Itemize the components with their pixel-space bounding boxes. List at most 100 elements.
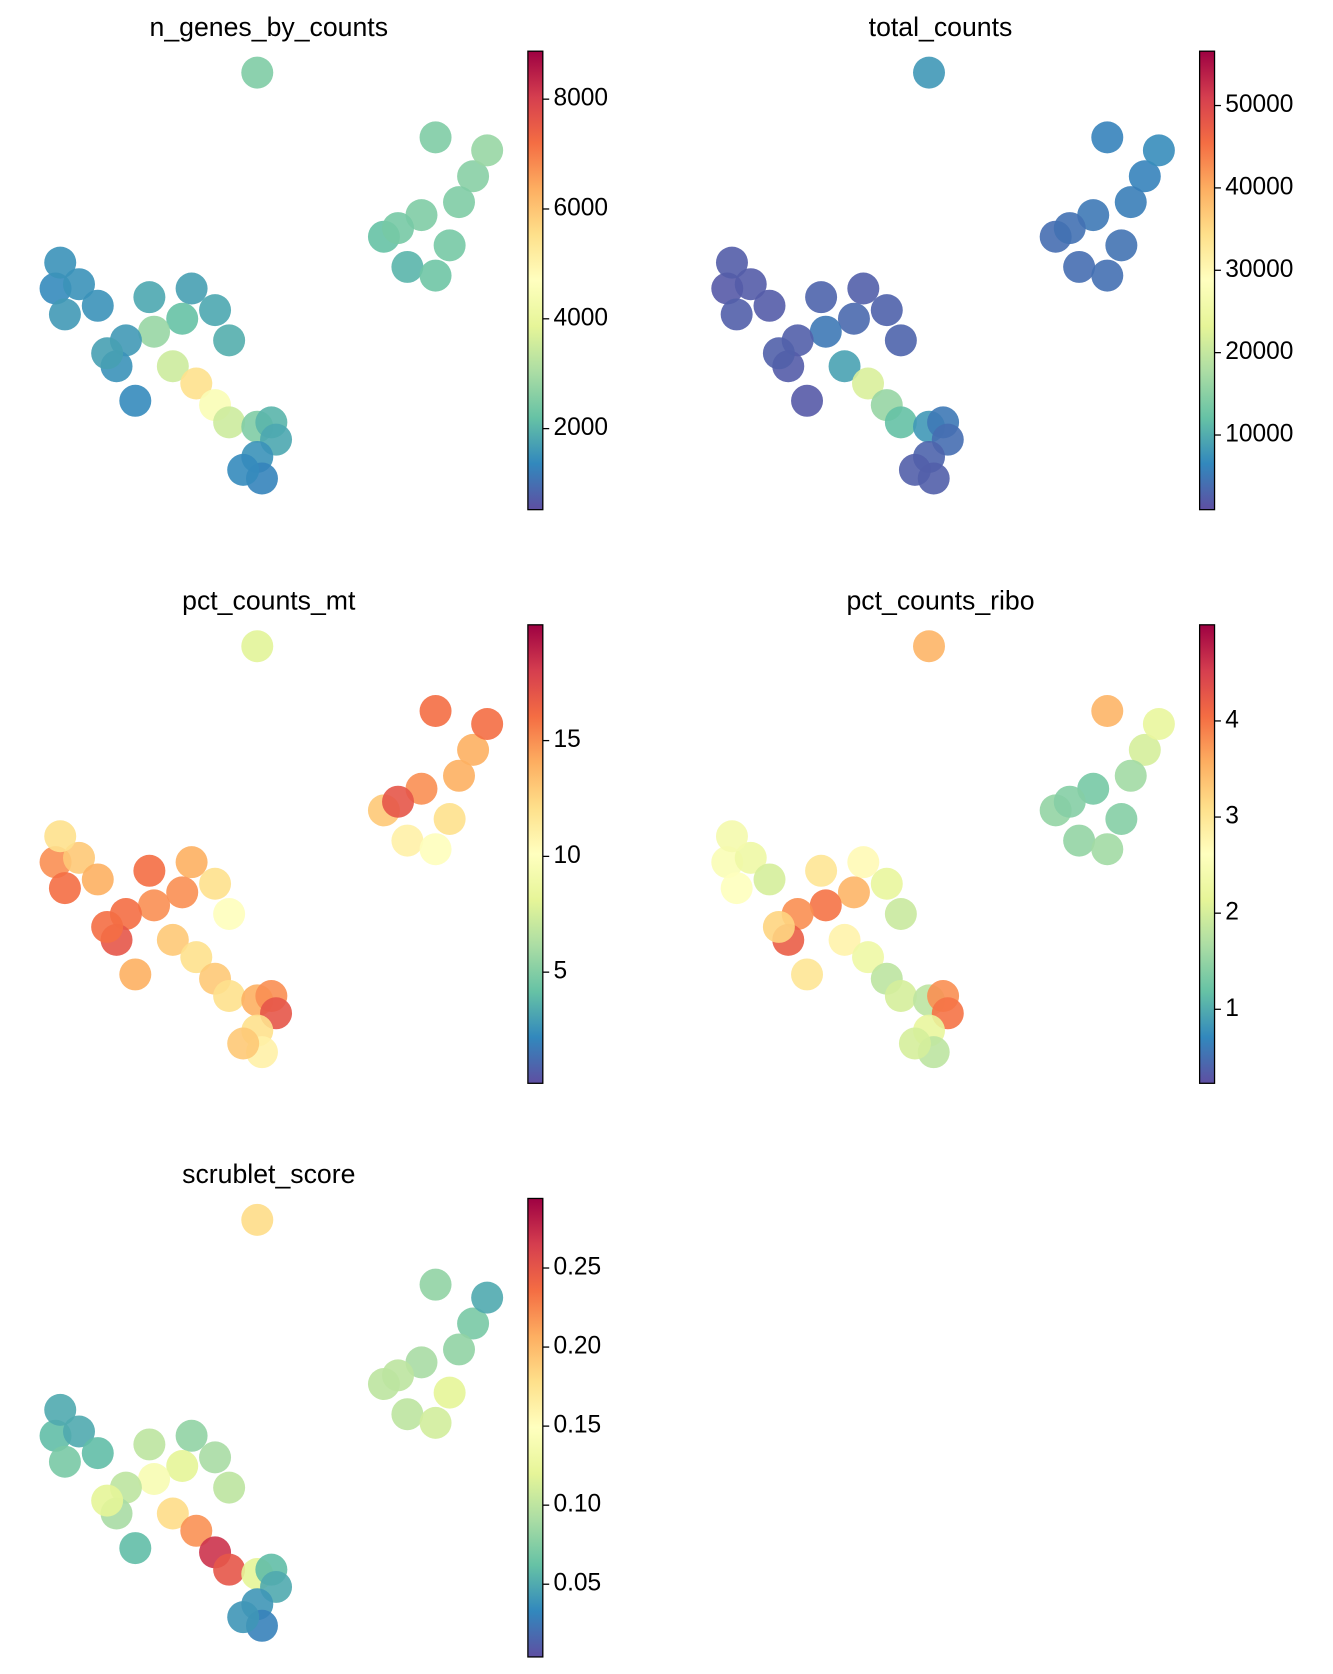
cell-point — [1091, 695, 1124, 728]
cell-point — [847, 272, 880, 305]
cell-point — [81, 289, 114, 322]
cell-point — [81, 1437, 114, 1470]
cell-point — [898, 453, 931, 486]
cell-point — [884, 406, 917, 439]
cell-point — [133, 281, 166, 314]
cell-point — [391, 824, 424, 857]
cell-point — [391, 250, 424, 283]
cell-point — [805, 281, 838, 314]
cell-point — [898, 1027, 931, 1060]
colorbar — [527, 624, 544, 1084]
colorbar-tick-label: 0.10 — [553, 1491, 601, 1518]
cell-point — [720, 872, 753, 905]
cell-point — [1114, 186, 1147, 219]
cell-point — [63, 841, 95, 874]
colorbar-tick-label: 30000 — [1225, 256, 1293, 283]
cell-point — [391, 1398, 424, 1431]
chart-title: pct_counts_mt — [182, 585, 356, 615]
cell-point — [156, 923, 189, 956]
cell-point — [837, 302, 870, 335]
cell-point — [91, 1484, 124, 1517]
cell-point — [1053, 785, 1086, 818]
cell-point — [175, 1419, 208, 1452]
cell-point — [791, 384, 824, 417]
colorbar-tick-label: 0.25 — [553, 1254, 601, 1281]
cell-point — [213, 897, 246, 930]
cell-point — [44, 246, 77, 279]
cell-point — [443, 1333, 476, 1366]
cell-point — [48, 1445, 81, 1478]
cell-point — [913, 56, 946, 89]
cell-point — [1091, 259, 1124, 292]
cell-point — [44, 1393, 77, 1426]
cell-point — [720, 298, 753, 331]
cell-point — [241, 630, 274, 663]
cell-point — [227, 1601, 260, 1634]
cell-point — [1142, 134, 1175, 167]
cell-point — [753, 289, 786, 322]
cell-point — [1091, 833, 1124, 866]
colorbar-tick-label: 2 — [1225, 899, 1239, 926]
colorbar-tick-label: 5 — [553, 958, 567, 985]
cell-point — [119, 384, 152, 417]
cell-point — [471, 707, 504, 740]
cell-point — [457, 160, 490, 193]
cell-point — [419, 259, 452, 292]
cell-point — [180, 367, 213, 400]
cell-point — [138, 1462, 171, 1495]
cell-point — [213, 1471, 246, 1504]
cell-point — [213, 324, 246, 357]
colorbar-tick-label: 40000 — [1225, 173, 1293, 200]
cell-point — [119, 958, 152, 991]
cell-point — [715, 820, 748, 853]
panel: scrublet_score 0.05 0.10 0.15 0.20 0.25 — [39, 1159, 601, 1658]
cell-point — [166, 1450, 199, 1483]
cell-point — [199, 294, 232, 327]
cell-point — [1142, 707, 1175, 740]
panel: pct_counts_mt 5 10 15 — [39, 585, 581, 1084]
colorbar-tick-label: 20000 — [1225, 338, 1293, 365]
cell-point — [457, 1307, 490, 1340]
cell-point — [762, 337, 795, 370]
cell-point — [852, 941, 885, 974]
cell-point — [419, 121, 452, 154]
cell-point — [734, 268, 767, 301]
cell-point — [133, 1428, 166, 1461]
panel: pct_counts_ribo 1 2 3 4 — [711, 585, 1239, 1084]
chart-title: scrublet_score — [182, 1159, 355, 1189]
cell-point — [847, 846, 880, 879]
colorbar-tick-label: 10 — [553, 842, 580, 869]
panel: total_counts 10000 20000 30000 40000 50000 — [711, 12, 1293, 511]
cell-point — [809, 315, 842, 348]
cell-point — [156, 350, 189, 383]
cell-point — [405, 1346, 438, 1379]
cell-point — [715, 246, 748, 279]
cell-point — [1063, 250, 1096, 283]
cell-point — [199, 867, 232, 900]
cell-point — [884, 897, 917, 930]
cell-point — [1128, 733, 1161, 766]
cell-point — [63, 268, 95, 301]
colorbar — [527, 1197, 544, 1658]
cell-point — [175, 846, 208, 879]
cell-point — [166, 876, 199, 909]
colorbar — [1198, 624, 1216, 1084]
cell-point — [1105, 802, 1138, 835]
cell-point — [1091, 121, 1124, 154]
cell-point — [91, 337, 124, 370]
cell-point — [1114, 759, 1147, 792]
colorbar-tick-label: 1 — [1225, 995, 1239, 1022]
cell-point — [81, 863, 114, 896]
cell-point — [48, 298, 81, 331]
cell-point — [48, 872, 81, 905]
cell-point — [837, 876, 870, 909]
panel: n_genes_by_counts 2000 4000 6000 8000 — [39, 12, 608, 511]
cell-point — [382, 785, 415, 818]
cell-point — [138, 315, 171, 348]
cell-point — [471, 134, 504, 167]
cell-point — [156, 1497, 189, 1530]
cell-point — [1063, 824, 1096, 857]
colorbar-tick-label: 3 — [1225, 803, 1239, 830]
cell-point — [44, 820, 77, 853]
